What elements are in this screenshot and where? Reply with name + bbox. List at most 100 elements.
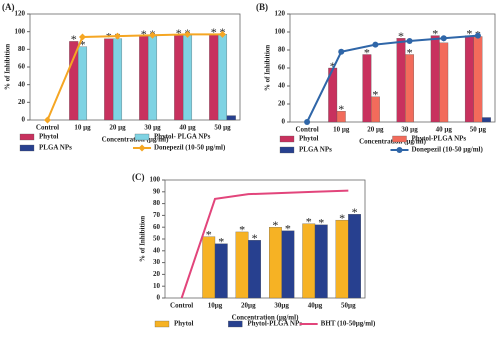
- legend-label: Donepezil (10-50 µg/ml): [412, 146, 484, 154]
- significance-mark: *: [330, 59, 336, 73]
- bar: [302, 223, 316, 299]
- legend-swatch: [228, 320, 243, 328]
- legend-label: Phytol-PLGA NPs: [412, 135, 467, 143]
- bar: [182, 35, 193, 121]
- legend-swatch: [392, 135, 407, 143]
- y-tick-label: 120: [275, 10, 286, 18]
- x-tick-label: 10 µg: [333, 126, 350, 134]
- bar: [473, 36, 483, 123]
- bar: [314, 224, 328, 299]
- legend-swatch: [279, 146, 295, 154]
- significance-mark: *: [407, 45, 413, 59]
- x-tick-label: Control: [170, 302, 193, 310]
- bar: [139, 35, 149, 121]
- panel-label: (C): [132, 172, 145, 182]
- bar: [69, 41, 79, 121]
- bar: [226, 115, 236, 121]
- line-marker: [219, 30, 226, 38]
- x-tick-label: 20µg: [241, 302, 256, 310]
- y-axis-label: % of Inhibition: [264, 45, 272, 91]
- significance-mark: *: [338, 102, 344, 116]
- y-tick-label: 70: [153, 211, 161, 219]
- plot-frame: [29, 13, 241, 121]
- bar: [335, 219, 349, 299]
- y-tick-label: 0: [282, 118, 286, 126]
- line-marker: [372, 41, 379, 48]
- bar: [281, 230, 295, 299]
- bar: [439, 42, 449, 123]
- significance-mark: *: [252, 231, 258, 245]
- x-tick-label: 10µg: [208, 302, 223, 310]
- y-tick-label: 100: [15, 27, 26, 35]
- significance-mark: *: [176, 26, 182, 40]
- legend-label: Phytol: [299, 135, 319, 143]
- significance-mark: *: [318, 216, 324, 230]
- significance-mark: *: [432, 26, 438, 40]
- bar: [336, 111, 346, 123]
- y-tick-label: 100: [150, 176, 161, 184]
- x-tick-label: 50µg: [341, 302, 356, 310]
- y-tick-label: 30: [153, 258, 161, 266]
- bar: [396, 38, 406, 123]
- bar: [217, 34, 228, 121]
- y-tick-label: 0: [22, 116, 26, 124]
- bar: [370, 96, 380, 123]
- y-tick-label: 40: [153, 246, 161, 254]
- x-tick-label: 30µg: [274, 302, 289, 310]
- legend-label: PLGA NPs: [299, 146, 332, 154]
- line-marker: [114, 32, 121, 40]
- y-tick-label: 20: [153, 270, 161, 278]
- significance-mark: *: [372, 88, 378, 102]
- legend-swatch: [19, 144, 35, 152]
- line-marker: [44, 116, 51, 124]
- legend-swatch: [134, 133, 150, 141]
- bar: [405, 54, 415, 123]
- significance-mark: *: [211, 25, 217, 39]
- significance-mark: *: [306, 214, 312, 228]
- x-tick-label: 20 µg: [367, 126, 384, 134]
- x-tick-label: 10 µg: [74, 124, 91, 132]
- line-marker: [149, 31, 156, 39]
- y-tick-label: 80: [153, 199, 161, 207]
- legend-label: PLGA NPs: [39, 144, 72, 152]
- legend-label: Phytol: [174, 320, 194, 328]
- significance-mark: *: [239, 223, 245, 237]
- significance-mark: *: [352, 205, 358, 219]
- legend-label: Donepezil (10-50 µg/ml): [154, 144, 226, 152]
- significance-mark: *: [141, 27, 147, 41]
- bar: [202, 236, 216, 299]
- bar: [174, 35, 184, 121]
- bar: [248, 240, 261, 299]
- bar: [362, 54, 372, 123]
- bar: [235, 231, 249, 299]
- bar: [77, 46, 88, 121]
- y-tick-label: 50: [153, 235, 161, 243]
- bar: [348, 214, 361, 299]
- y-tick-label: 20: [18, 98, 26, 106]
- y-tick-label: 60: [18, 63, 26, 71]
- y-tick-label: 40: [278, 82, 286, 90]
- legend-swatch: [279, 135, 295, 143]
- y-tick-label: 60: [278, 64, 286, 72]
- line-marker: [440, 35, 447, 42]
- bar: [430, 35, 440, 123]
- legend-label: BHT (10-50µg/ml): [321, 320, 376, 328]
- line-marker: [406, 38, 413, 44]
- x-tick-label: 40µg: [308, 302, 323, 310]
- plot-frame: [289, 13, 496, 123]
- significance-mark: *: [80, 37, 86, 51]
- line: [46, 33, 223, 121]
- significance-mark: *: [364, 45, 370, 59]
- y-tick-label: 20: [278, 100, 286, 108]
- x-tick-label: 30 µg: [401, 126, 418, 134]
- bar: [209, 34, 219, 121]
- x-tick-label: 30 µg: [144, 124, 161, 132]
- bar: [104, 38, 114, 121]
- bar: [214, 243, 228, 299]
- legend-label: Phytol-PLGA NPs: [247, 320, 302, 328]
- line-marker: [304, 119, 311, 125]
- x-axis-label: Concentration (µg/ml): [232, 314, 299, 322]
- bar: [482, 117, 491, 123]
